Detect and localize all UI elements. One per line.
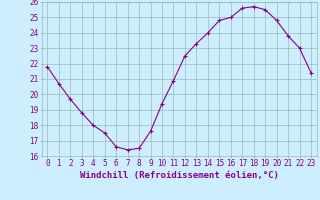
X-axis label: Windchill (Refroidissement éolien,°C): Windchill (Refroidissement éolien,°C) xyxy=(80,171,279,180)
